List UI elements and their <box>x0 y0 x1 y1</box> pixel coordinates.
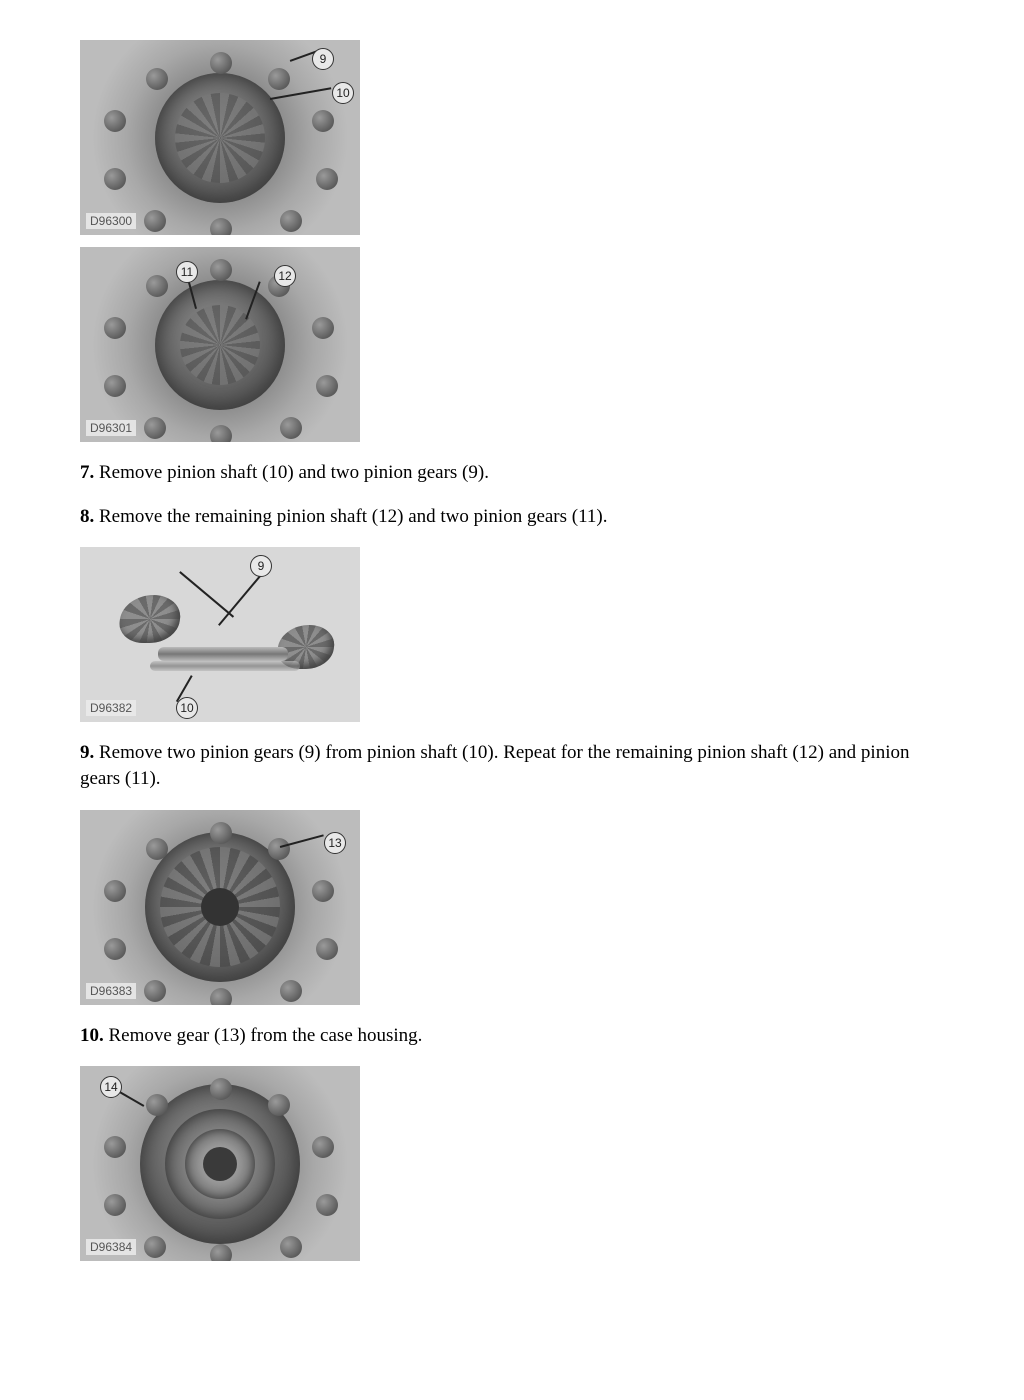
callout-10: 10 <box>332 82 354 104</box>
step-number: 9. <box>80 742 94 763</box>
figure-d96301: 11 12 D96301 <box>80 247 360 442</box>
step-9: 9. Remove two pinion gears (9) from pini… <box>80 740 944 791</box>
callout-10: 10 <box>176 697 198 719</box>
bolt-ring <box>90 50 350 225</box>
pinion-gear-icon <box>117 595 184 643</box>
bolt-ring <box>90 820 350 995</box>
pinion-shaft-icon <box>158 647 288 661</box>
callout-label: 12 <box>278 269 291 283</box>
step-number: 8. <box>80 506 94 527</box>
pinion-shaft-icon <box>150 661 300 671</box>
step-text: Remove two pinion gears (9) from pinion … <box>80 742 909 789</box>
callout-label: 14 <box>104 1080 117 1094</box>
step-number: 7. <box>80 462 94 483</box>
callout-13: 13 <box>324 832 346 854</box>
figure-d96382: 9 10 D96382 <box>80 547 360 722</box>
callout-label: 9 <box>258 559 265 573</box>
step-number: 10. <box>80 1025 104 1046</box>
bolt-ring <box>90 257 350 432</box>
callout-12: 12 <box>274 265 296 287</box>
step-text: Remove gear (13) from the case housing. <box>109 1025 423 1046</box>
callout-9: 9 <box>250 555 272 577</box>
step-text: Remove the remaining pinion shaft (12) a… <box>99 506 607 527</box>
page: 9 10 D96300 11 12 D96301 7. Remove pinio… <box>0 0 1024 1313</box>
step-7: 7. Remove pinion shaft (10) and two pini… <box>80 460 944 486</box>
step-text: Remove pinion shaft (10) and two pinion … <box>99 462 489 483</box>
figure-label: D96383 <box>86 983 136 999</box>
callout-label: 10 <box>336 86 349 100</box>
step-8: 8. Remove the remaining pinion shaft (12… <box>80 504 944 530</box>
callout-label: 9 <box>320 52 327 66</box>
callout-11: 11 <box>176 261 198 283</box>
figure-d96384: 14 D96384 <box>80 1066 360 1261</box>
figure-d96383: 13 D96383 <box>80 810 360 1005</box>
bolt-ring <box>90 1076 350 1251</box>
callout-label: 11 <box>181 265 193 279</box>
step-10: 10. Remove gear (13) from the case housi… <box>80 1023 944 1049</box>
figure-label: D96382 <box>86 700 136 716</box>
callout-9: 9 <box>312 48 334 70</box>
callout-label: 10 <box>180 701 193 715</box>
figure-d96300: 9 10 D96300 <box>80 40 360 235</box>
figure-label: D96384 <box>86 1239 136 1255</box>
callout-label: 13 <box>328 836 341 850</box>
figure-label: D96301 <box>86 420 136 436</box>
figure-label: D96300 <box>86 213 136 229</box>
